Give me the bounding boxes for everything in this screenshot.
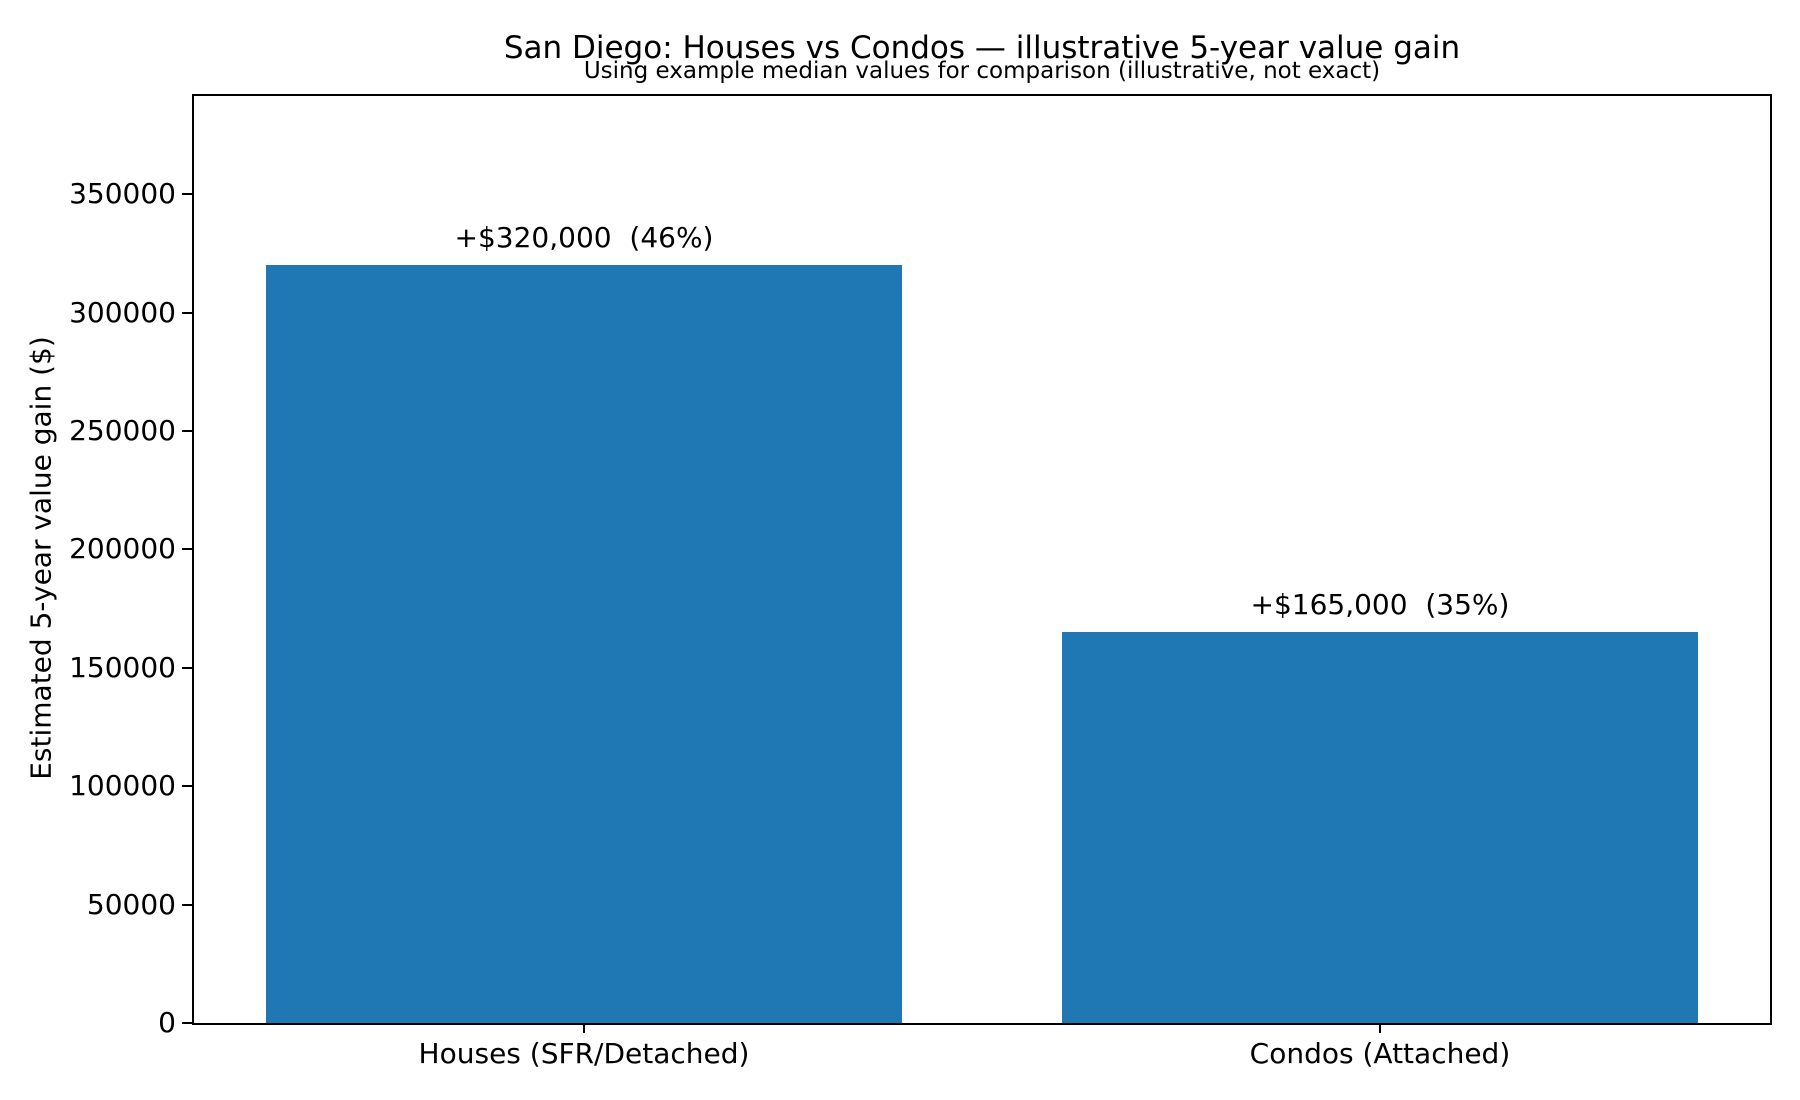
x-tick-mark [1378, 1023, 1381, 1033]
bar-value-label: +$165,000 (35%) [1250, 588, 1510, 622]
x-tick-mark [583, 1023, 586, 1033]
bar [1061, 632, 1699, 1023]
y-tick-mark [182, 311, 192, 314]
y-tick-label: 200000 [69, 532, 176, 566]
y-tick-label: 0 [158, 1006, 176, 1039]
x-tick-label: Condos (Attached) [1249, 1037, 1511, 1070]
chart-subtitle: Using example median values for comparis… [583, 58, 1381, 84]
y-tick-mark [182, 548, 192, 551]
x-tick-label: Houses (SFR/Detached) [418, 1037, 750, 1070]
bar [265, 265, 903, 1023]
y-tick-mark [182, 666, 192, 669]
chart-title: San Diego: Houses vs Condos — illustrati… [503, 30, 1461, 66]
y-tick-label: 250000 [69, 414, 176, 448]
y-tick-label: 150000 [69, 650, 176, 684]
y-tick-mark [182, 1022, 192, 1024]
y-tick-mark [182, 193, 192, 196]
bar-value-label: +$320,000 (46%) [454, 221, 714, 255]
y-axis-title: Estimated 5-year value gain ($) [24, 336, 58, 780]
y-tick-mark [182, 430, 192, 433]
y-tick-label: 300000 [69, 295, 176, 329]
y-tick-label: 100000 [69, 769, 176, 803]
y-tick-mark [182, 785, 192, 788]
y-tick-label: 350000 [69, 177, 176, 211]
plot-area: +$320,000 (46%) +$165,000 (35%) [192, 94, 1772, 1025]
y-tick-mark [182, 903, 192, 906]
y-tick-label: 50000 [86, 887, 176, 921]
